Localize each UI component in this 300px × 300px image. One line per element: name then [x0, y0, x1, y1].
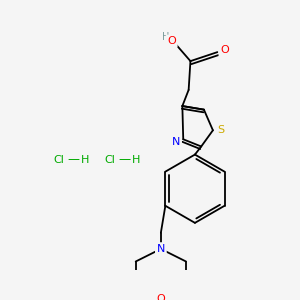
Text: O: O — [167, 36, 176, 46]
Text: Cl: Cl — [104, 155, 115, 165]
Text: —: — — [68, 154, 80, 166]
Text: Cl: Cl — [53, 155, 64, 165]
Text: H: H — [81, 155, 89, 165]
Text: N: N — [157, 244, 165, 254]
Text: N: N — [172, 137, 180, 147]
Text: —: — — [118, 154, 131, 166]
Text: H: H — [132, 155, 141, 165]
Text: S: S — [218, 125, 225, 135]
Text: O: O — [157, 294, 165, 300]
Text: O: O — [220, 45, 229, 55]
Text: H: H — [163, 32, 170, 42]
